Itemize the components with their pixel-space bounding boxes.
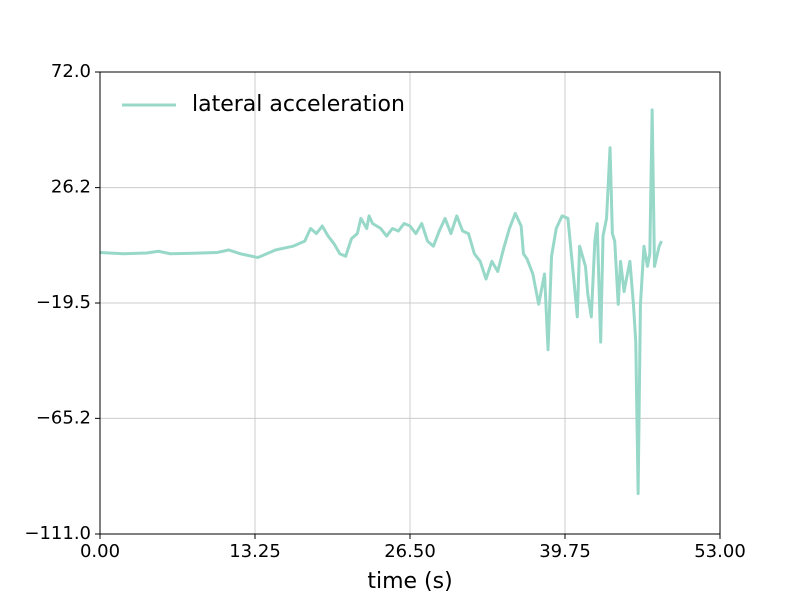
data-line [99, 108, 663, 496]
x-tick-label: 53.00 [694, 541, 746, 562]
x-axis-label: time (s) [367, 569, 452, 594]
plot-frame [99, 71, 721, 535]
y-tick-label: −65.2 [36, 407, 91, 428]
y-tick-label: −111.0 [24, 523, 91, 544]
x-tick-label: 26.50 [384, 541, 436, 562]
x-tick-label: 13.25 [229, 541, 281, 562]
y-tick-label: −19.5 [36, 292, 91, 313]
y-tick-label: 72.0 [51, 61, 91, 82]
x-tick-label: 39.75 [539, 541, 591, 562]
x-tick-label: 0.00 [80, 541, 120, 562]
y-tick-label: 26.2 [51, 177, 91, 198]
legend-label: lateral acceleration [192, 92, 405, 117]
